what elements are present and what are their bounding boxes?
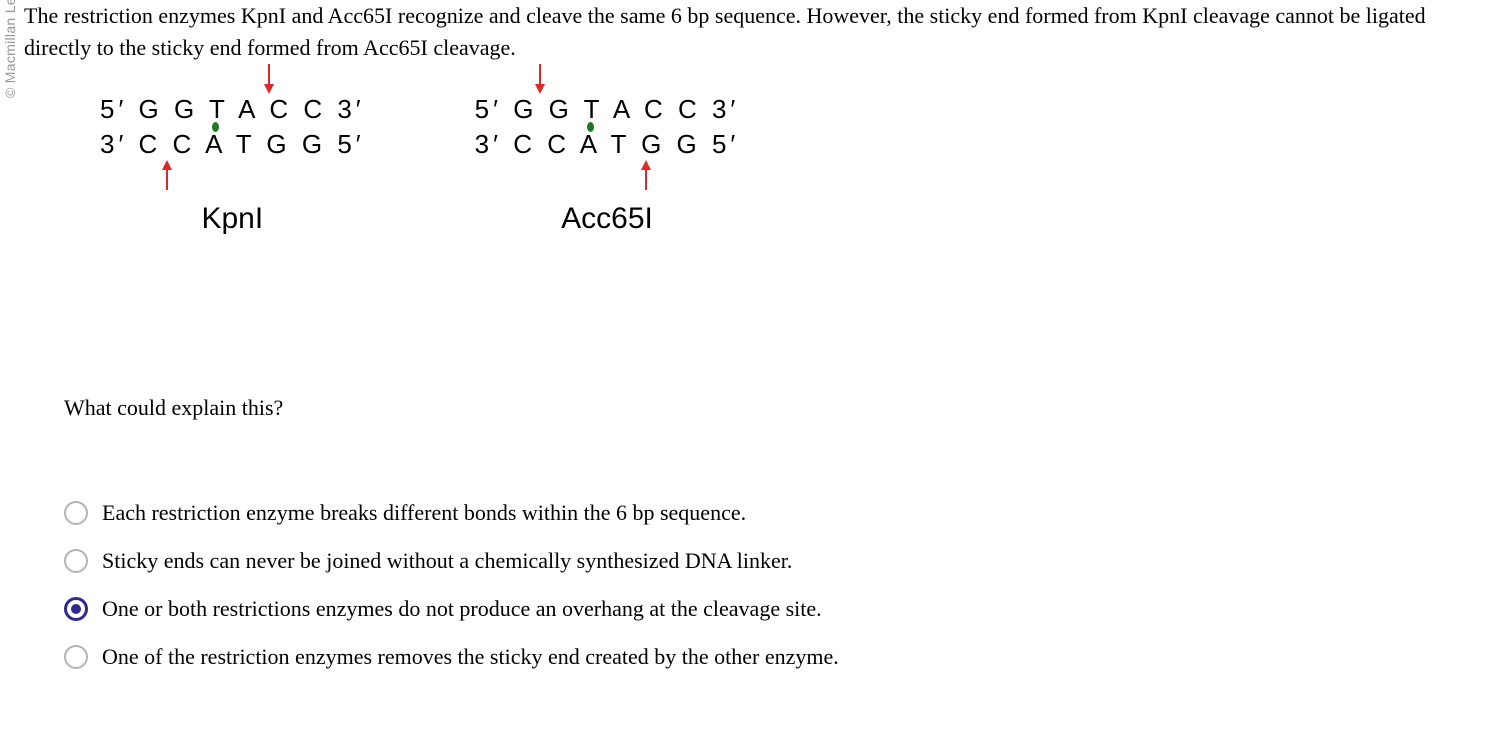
arrow-down-icon: [262, 64, 276, 94]
arrow-up-icon: [639, 160, 653, 190]
option-3[interactable]: One of the restriction enzymes removes t…: [64, 644, 839, 670]
acc65i-diagram: 5′ G G T A C C 3′ 3′ C C A T G G 5′ Acc6…: [475, 92, 740, 236]
radio-icon[interactable]: [64, 645, 88, 669]
question-text: What could explain this?: [64, 395, 283, 421]
acc65i-label: Acc65I: [561, 202, 653, 236]
kpni-label: KpnI: [201, 202, 263, 236]
option-text: Sticky ends can never be joined without …: [102, 548, 792, 574]
kpni-top-strand: 5′ G G T A C C 3′: [100, 92, 365, 127]
copyright-text: © Macmillan Learning: [2, 0, 18, 98]
option-text: One of the restriction enzymes removes t…: [102, 644, 839, 670]
arrow-down-icon: [533, 64, 547, 94]
option-2[interactable]: One or both restrictions enzymes do not …: [64, 596, 839, 622]
radio-icon[interactable]: [64, 501, 88, 525]
acc65i-sequence: 5′ G G T A C C 3′ 3′ C C A T G G 5′: [475, 92, 740, 162]
radio-icon[interactable]: [64, 549, 88, 573]
acc65i-top-strand: 5′ G G T A C C 3′: [475, 92, 740, 127]
acc65i-bottom-strand: 3′ C C A T G G 5′: [475, 127, 740, 162]
cleavage-dot-icon: [212, 122, 219, 132]
option-text: One or both restrictions enzymes do not …: [102, 596, 822, 622]
kpni-diagram: 5′ G G T A C C 3′ 3′ C C A T G G 5′ KpnI: [100, 92, 365, 236]
arrow-up-icon: [160, 160, 174, 190]
intro-paragraph: The restriction enzymes KpnI and Acc65I …: [24, 0, 1478, 64]
option-1[interactable]: Sticky ends can never be joined without …: [64, 548, 839, 574]
options-group: Each restriction enzyme breaks different…: [64, 500, 839, 670]
enzyme-diagrams: 5′ G G T A C C 3′ 3′ C C A T G G 5′ KpnI…: [100, 92, 739, 236]
option-text: Each restriction enzyme breaks different…: [102, 500, 746, 526]
radio-icon[interactable]: [64, 597, 88, 621]
cleavage-dot-icon: [587, 122, 594, 132]
option-0[interactable]: Each restriction enzyme breaks different…: [64, 500, 839, 526]
kpni-bottom-strand: 3′ C C A T G G 5′: [100, 127, 365, 162]
kpni-sequence: 5′ G G T A C C 3′ 3′ C C A T G G 5′: [100, 92, 365, 162]
